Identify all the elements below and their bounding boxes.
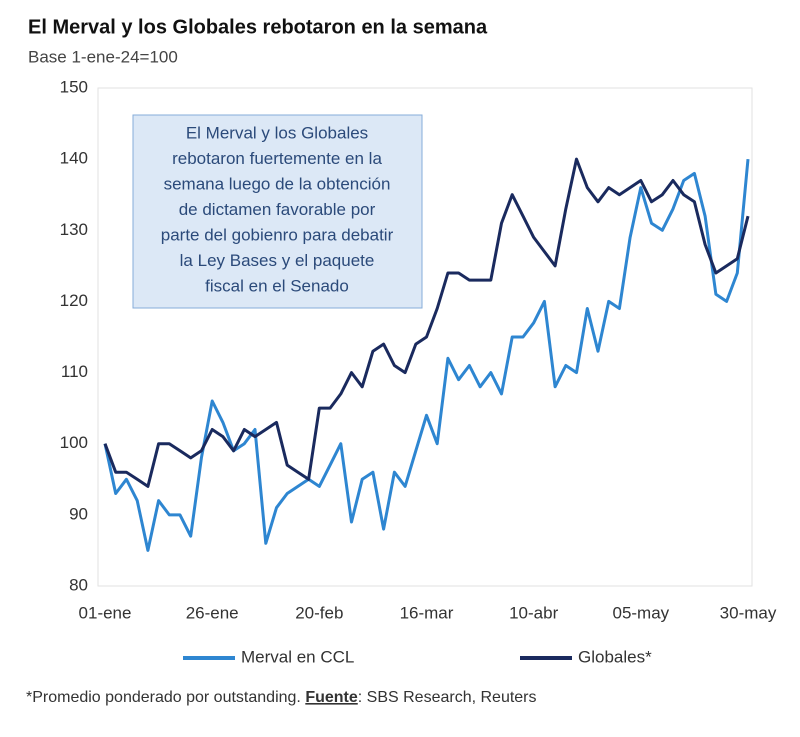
plot-frame [97,87,753,587]
annotation-box [132,114,423,309]
x-tick-label: 16-mar [400,603,454,622]
annotation-line: semana luego de la obtención [164,174,391,193]
annotation-line: de dictamen favorable por [179,200,376,219]
legend-label: Globales* [578,647,652,666]
annotation-line: El Merval y los Globales [186,123,368,142]
y-tick-label: 120 [60,291,88,310]
x-tick-label: 20-feb [295,603,343,622]
annotation-line: la Ley Bases y el paquete [180,251,375,270]
series-line [103,158,750,552]
y-tick-label: 110 [61,362,88,381]
y-tick-label: 100 [60,433,88,452]
x-tick-label: 05-may [612,603,669,622]
footnote: *Promedio ponderado por outstanding. Fue… [26,689,537,706]
y-tick-label: 90 [69,504,88,523]
footnote-source: : SBS Research, Reuters [358,689,537,706]
annotation-line: fiscal en el Senado [205,276,349,295]
y-tick-label: 80 [69,575,88,594]
series-line [103,157,750,488]
y-tick-label: 130 [60,220,88,239]
annotation-line: rebotaron fuertemente en la [172,149,382,168]
y-tick-label: 150 [60,77,88,96]
annotation-line: parte del gobienro para debatir [161,225,394,244]
x-tick-label: 30-may [720,603,777,622]
x-tick-label: 10-abr [509,603,558,622]
legend-label: Merval en CCL [241,647,354,666]
y-tick-label: 140 [60,149,88,168]
footnote-text: *Promedio ponderado por outstanding. [26,689,305,706]
x-tick-label: 01-ene [79,603,132,622]
footnote-source-label: Fuente [305,689,358,706]
chart-title: El Merval y los Globales rebotaron en la… [28,16,488,38]
chart-subtitle: Base 1-ene-24=100 [28,47,178,66]
x-tick-label: 26-ene [186,603,239,622]
